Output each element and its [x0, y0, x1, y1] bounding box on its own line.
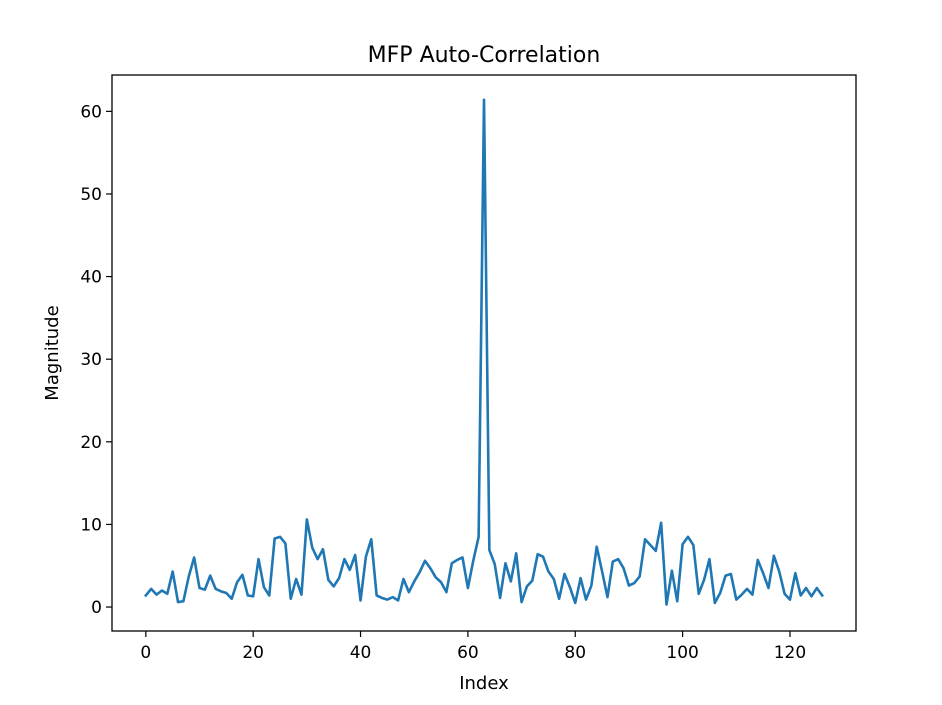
y-tick-label: 60 — [80, 102, 102, 122]
x-tick-label: 60 — [457, 643, 479, 663]
x-axis-ticks: 0 20 40 60 80 100 120 — [140, 631, 806, 663]
x-tick-label: 80 — [564, 643, 586, 663]
x-tick-label: 0 — [140, 643, 151, 663]
series-line — [143, 98, 824, 606]
x-tick-label: 40 — [350, 643, 372, 663]
plot-area-frame — [111, 74, 857, 632]
y-tick-label: 40 — [80, 268, 102, 288]
chart-title: MFP Auto-Correlation — [368, 43, 601, 68]
y-tick-label: 50 — [80, 185, 102, 205]
x-tick-label: 20 — [242, 643, 264, 663]
y-axis-label: Magnitude — [42, 305, 63, 400]
y-axis-ticks: 0 10 20 30 40 50 60 — [80, 102, 112, 618]
y-tick-label: 30 — [80, 350, 102, 370]
y-tick-label: 10 — [80, 515, 102, 535]
x-axis-label: Index — [459, 673, 509, 694]
y-tick-label: 0 — [91, 598, 102, 618]
x-tick-label: 100 — [666, 643, 698, 663]
y-tick-label: 20 — [80, 433, 102, 453]
x-tick-label: 120 — [774, 643, 806, 663]
